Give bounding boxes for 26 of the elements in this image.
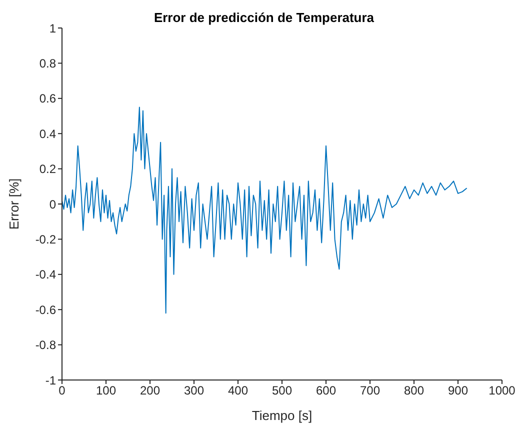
x-tick-label: 900 (448, 384, 468, 398)
y-axis-title: Error [%] (6, 178, 22, 230)
x-tick-label: 800 (404, 384, 424, 398)
y-tick-label: 0.6 (39, 92, 56, 106)
line-series (62, 106, 468, 314)
x-tick-label: 400 (228, 384, 248, 398)
y-tick-label: 0 (49, 197, 56, 212)
y-tick-label: 0.2 (39, 162, 56, 176)
x-tick-label: 100 (96, 384, 116, 398)
y-tick-label: -1 (45, 373, 56, 388)
x-tick-label: 300 (184, 384, 204, 398)
x-tick-label: 0 (58, 384, 66, 398)
y-tick-label: 0.8 (39, 56, 56, 70)
y-tick-label: 1 (49, 21, 56, 36)
y-tick-label: -0.2 (35, 232, 56, 246)
x-tick-label: 500 (272, 384, 292, 398)
y-tick-label: -0.8 (35, 338, 56, 352)
x-tick-label: 1000 (488, 384, 516, 398)
x-tick-label: 700 (360, 384, 380, 398)
x-tick-label: 600 (316, 384, 336, 398)
x-tick-label: 200 (140, 384, 160, 398)
y-tick-label: -0.4 (35, 268, 56, 282)
y-tick-label: 0.4 (39, 126, 56, 141)
chart-title: Error de predicción de Temperatura (154, 10, 374, 25)
y-tick-label: -0.6 (35, 302, 56, 317)
x-axis-title: Tiempo [s] (252, 408, 312, 423)
